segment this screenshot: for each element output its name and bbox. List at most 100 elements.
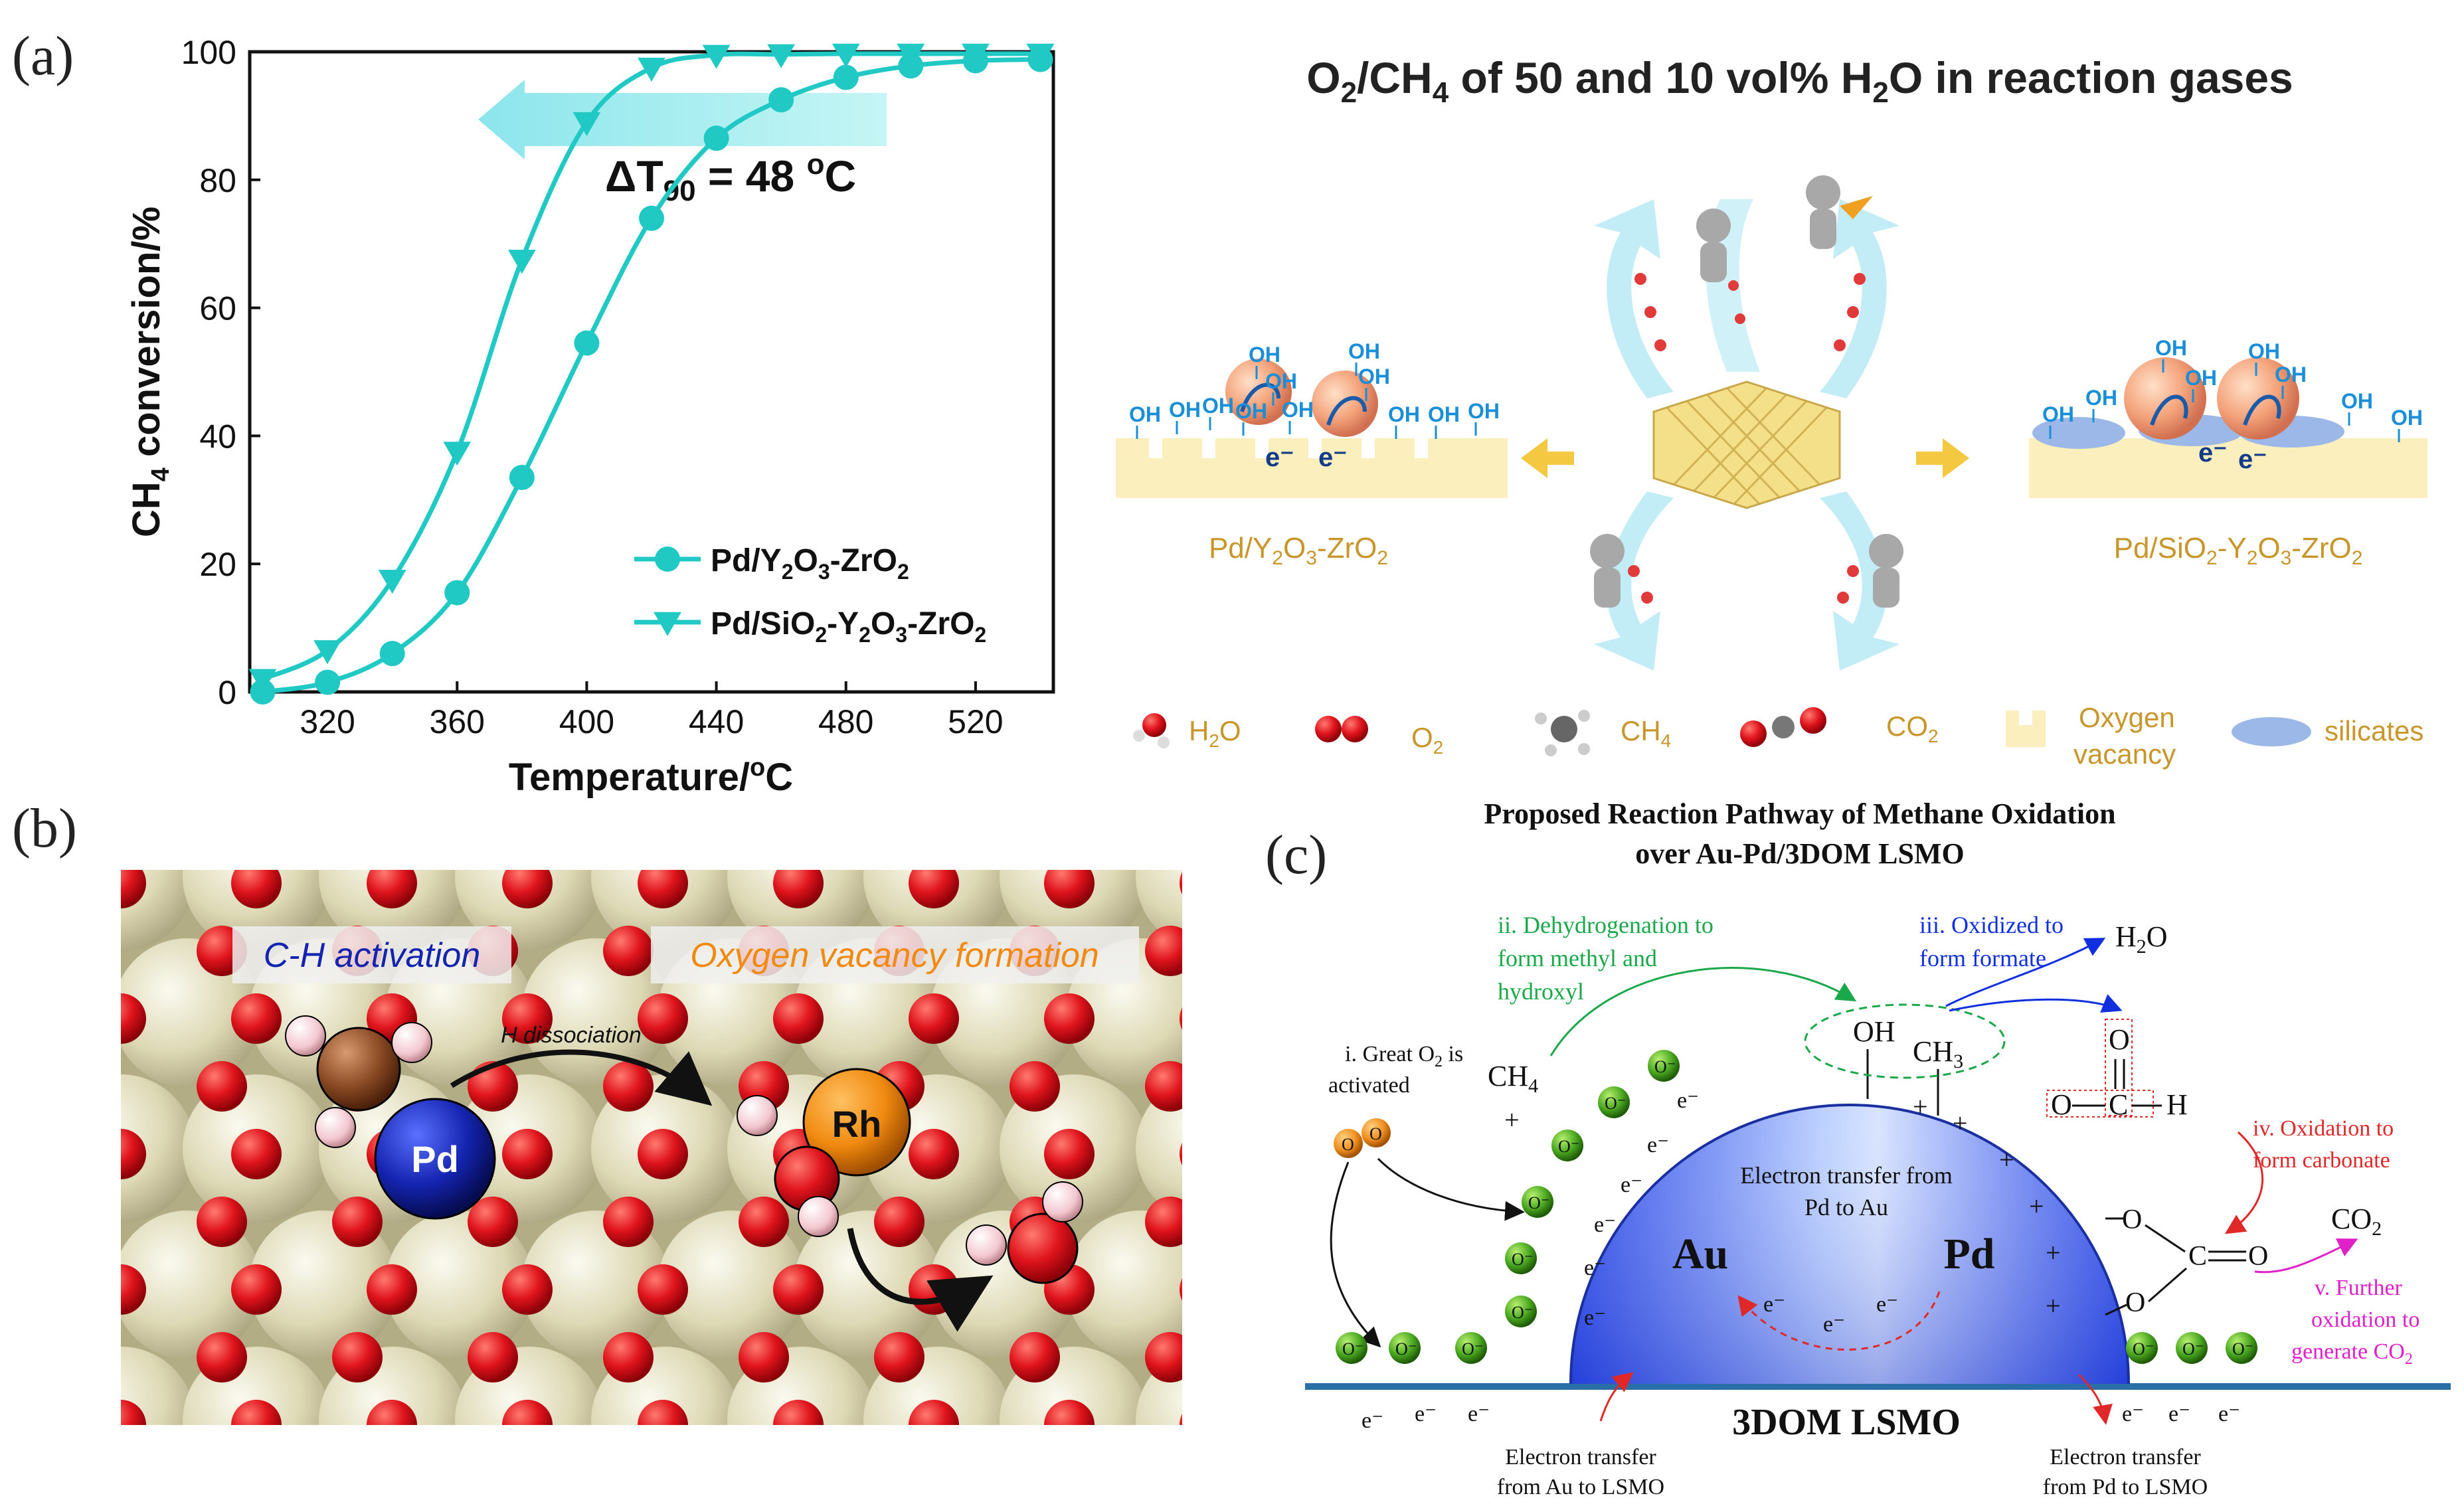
- y-tick-label: 40: [199, 418, 236, 455]
- oh-label: OH: [2391, 406, 2423, 430]
- o-sphere: [367, 1264, 417, 1315]
- oh-label: OH: [1249, 343, 1280, 367]
- electron-label: e⁻: [1823, 1312, 1845, 1337]
- electron-label: e⁻: [1468, 1402, 1490, 1426]
- transfer-pd-lsmo-text: Electron transfer from Pd to LSMO: [2043, 1445, 2208, 1499]
- electron-label: e⁻: [1362, 1408, 1383, 1433]
- zr-sphere: [658, 1211, 806, 1359]
- oh-label: OH: [2341, 389, 2373, 413]
- o-sphere: [909, 1400, 959, 1425]
- o-sphere: [603, 1332, 654, 1383]
- svg-text:Electron transfer: Electron transfer: [1505, 1445, 1656, 1469]
- o-sphere: [1010, 1061, 1060, 1112]
- legend-co2: CO2: [1886, 711, 1939, 746]
- svg-text:oxidation to: oxidation to: [2311, 1307, 2420, 1332]
- vacancy-icon: [2006, 711, 2046, 747]
- transfer-pd-au-1: Electron transfer from: [1740, 1162, 1953, 1189]
- left-electron-1: e⁻: [1265, 443, 1294, 472]
- panel-a-schematic: O2/CH4 of 50 and 10 vol% H2O in reaction…: [1116, 53, 2427, 770]
- step-1-arrow-a: [1377, 1157, 1525, 1221]
- step-3-arrow-h2o: [1945, 938, 2106, 1007]
- electron-label: e⁻: [1677, 1088, 1699, 1113]
- data-point: [507, 250, 536, 274]
- zr-sphere: [1136, 1080, 1182, 1218]
- legend-silicates: silicates: [2325, 715, 2423, 746]
- hole-labels: + ++++++: [1504, 1092, 2061, 1321]
- svg-text:iv. Oxidation to: iv. Oxidation to: [2253, 1116, 2394, 1141]
- schematic-title: O2/CH4 of 50 and 10 vol% H2O in reaction…: [1306, 53, 2293, 109]
- legend-vacancy-1: Oxygen: [2079, 702, 2175, 733]
- step-1-arrow-b: [1330, 1161, 1381, 1348]
- o-minus-label: O⁻: [1654, 1057, 1676, 1076]
- o-sphere: [197, 1061, 247, 1112]
- au-label: Au: [1672, 1230, 1728, 1278]
- series-line-2: [262, 51, 1041, 681]
- panel-c-diagram: Au Pd 3DOM LSMO Electron transfer from P…: [1305, 912, 2451, 1499]
- zr-sphere: [121, 1347, 195, 1425]
- data-point: [639, 205, 664, 231]
- y-ticks: 0 20 40 60 80 100: [181, 34, 260, 711]
- electron-label: e⁻: [1584, 1305, 1606, 1330]
- rh-label: Rh: [832, 1103, 882, 1145]
- o2-ball-label-1: O: [1342, 1135, 1354, 1154]
- svg-text:Electron transfer: Electron transfer: [2050, 1445, 2201, 1469]
- svg-text:O: O: [2122, 1205, 2142, 1235]
- legend-label: Pd/SiO2-Y2O3-ZrO2: [711, 606, 986, 647]
- zr-sphere: [249, 1211, 398, 1359]
- h-atom-1: [285, 1015, 326, 1056]
- h-atom-2: [391, 1022, 432, 1063]
- electron-label: e⁻: [2218, 1402, 2240, 1426]
- transfer-au-lsmo-text: Electron transfer from Au to LSMO: [1497, 1445, 1664, 1499]
- support-label: 3DOM LSMO: [1732, 1402, 1961, 1443]
- monolith-catalyst: [1652, 380, 1841, 509]
- o-sphere: [1180, 1278, 1182, 1301]
- o-sphere: [1044, 1400, 1095, 1425]
- o-sphere: [603, 1061, 654, 1112]
- legend-o2: O2: [1411, 722, 1443, 758]
- oh-label: OH: [1468, 399, 1500, 423]
- y-tick-label: 0: [218, 674, 236, 711]
- svg-text:H: H: [2166, 1088, 2188, 1121]
- oh-label: OH: [1169, 398, 1201, 422]
- carbonate-group: O C O O: [2105, 1205, 2268, 1318]
- au-lsmo-arrow: [1599, 1372, 1634, 1422]
- step-3-arrow-formate: [1949, 994, 2123, 1013]
- chart-a: 320 360 400 440 480 520 0 20 40 60 80 100 ΔT90 = 4…: [125, 34, 1055, 799]
- o-minus-label: O⁻: [1395, 1339, 1417, 1359]
- electron-label: e⁻: [1763, 1292, 1785, 1317]
- legend-marker: [655, 546, 680, 572]
- o-sphere: [197, 1197, 247, 1247]
- o-sphere: [638, 870, 688, 908]
- o-sphere: [874, 1197, 924, 1247]
- zr-sphere: [121, 1074, 195, 1223]
- oh-label: OH: [2185, 366, 2217, 390]
- o-sphere: [638, 1129, 688, 1179]
- o-sphere: [231, 1129, 282, 1179]
- o-sphere: [468, 1197, 518, 1247]
- svg-text:O: O: [2125, 1288, 2145, 1318]
- o-minus-ball: [1551, 1130, 1583, 1161]
- o-minus-ball: [1648, 1050, 1680, 1082]
- hydroxyl-h-1: [737, 1095, 778, 1136]
- data-point: [444, 580, 470, 606]
- step-1-text: i. Great O2 is activated: [1328, 1042, 1463, 1098]
- electron-label: e⁻: [1415, 1402, 1437, 1426]
- vacancy-formation-box: [651, 926, 1139, 983]
- legend-ch4: CH4: [1621, 715, 1671, 751]
- data-point: [1026, 43, 1055, 68]
- svg-text:from Pd to LSMO: from Pd to LSMO: [2043, 1475, 2208, 1499]
- o-minus-ball: [1505, 1296, 1537, 1327]
- svg-text:generate CO2: generate CO2: [2291, 1339, 2413, 1368]
- hole-plus: +: [1913, 1092, 1928, 1122]
- oh-label: OH: [1348, 339, 1380, 363]
- data-point: [702, 44, 731, 69]
- x-tick-label: 480: [818, 703, 873, 740]
- o-sphere: [1145, 926, 1182, 976]
- shift-arrow: [478, 80, 887, 159]
- data-point: [768, 87, 794, 113]
- o-sphere: [1180, 872, 1182, 894]
- h-atom-3: [315, 1107, 356, 1148]
- x-tick-label: 360: [430, 703, 485, 740]
